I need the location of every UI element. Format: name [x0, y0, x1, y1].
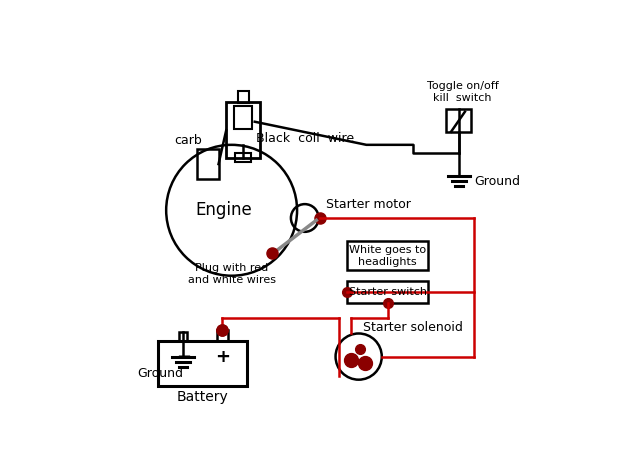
Bar [447, 109, 471, 132]
Text: −: − [176, 348, 191, 366]
Text: Starter solenoid: Starter solenoid [362, 321, 463, 334]
Text: Ground: Ground [474, 174, 520, 188]
Text: Toggle on/off
kill  switch: Toggle on/off kill switch [427, 81, 498, 103]
Text: Starter motor: Starter motor [327, 197, 412, 211]
Text: Black  coil  wire: Black coil wire [256, 132, 354, 145]
Bar [197, 149, 219, 180]
Bar [158, 341, 247, 386]
Bar [236, 152, 251, 162]
Bar [347, 281, 428, 303]
Text: +: + [215, 348, 230, 366]
Bar [238, 91, 249, 103]
Text: Engine: Engine [196, 201, 252, 219]
Text: White goes to
headlights: White goes to headlights [349, 245, 426, 266]
Bar [234, 106, 252, 129]
Bar [180, 332, 187, 341]
Text: Starter switch: Starter switch [348, 287, 427, 297]
Bar [217, 330, 227, 341]
Text: Battery: Battery [177, 390, 229, 404]
Text: Plug with red
and white wires: Plug with red and white wires [188, 264, 275, 285]
Bar [226, 103, 260, 158]
Bar [347, 241, 428, 270]
Text: carb: carb [174, 135, 202, 147]
Text: Ground: Ground [137, 367, 183, 380]
